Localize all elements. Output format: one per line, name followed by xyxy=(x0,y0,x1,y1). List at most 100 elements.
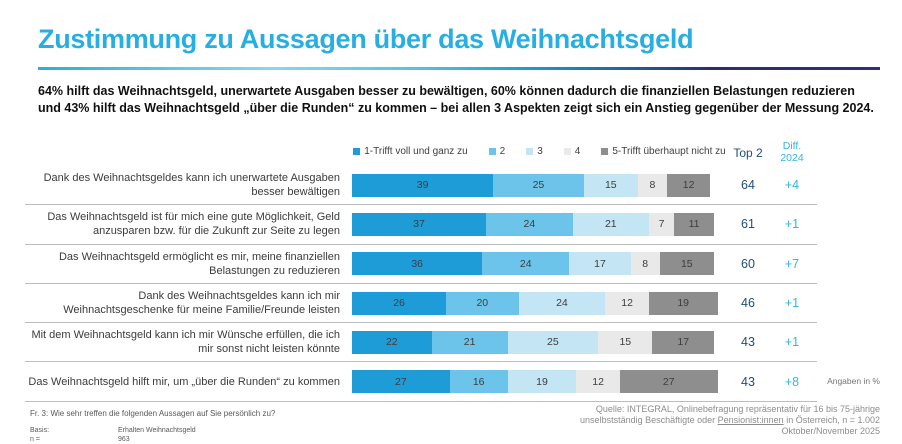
bar-segment: 19 xyxy=(648,291,718,315)
bar-segment: 8 xyxy=(630,252,660,276)
n-label: n = xyxy=(30,436,40,444)
bar-segment: 19 xyxy=(507,370,577,394)
table-row: Mit dem Weihnachtsgeld kann ich mir Wüns… xyxy=(25,323,817,363)
row-label: Dank des Weihnachtsgeldes kann ich mir W… xyxy=(63,289,340,317)
diff-value: +8 xyxy=(784,374,800,389)
top2-value: 61 xyxy=(741,217,755,232)
row-label: Das Weihnachtsgeld ist für mich eine gut… xyxy=(47,211,340,238)
diff-value: +1 xyxy=(784,217,800,232)
table-row: Das Weihnachtsgeld ermöglicht es mir, me… xyxy=(25,245,817,284)
bar-segment: 27 xyxy=(352,370,450,394)
legend-swatch xyxy=(353,148,361,155)
bar-segment: 25 xyxy=(493,173,584,197)
bar-segment: 36 xyxy=(352,252,483,276)
stacked-bar: 37 24 21 7 11 xyxy=(352,212,727,236)
top2-value: 64 xyxy=(741,178,755,193)
chart-header-row: 1-Trifft voll und ganz zu 2 3 4 5-Trifft übe… xyxy=(25,139,817,166)
bar-segment: 39 xyxy=(352,173,494,197)
legend-item: 4 xyxy=(563,146,581,157)
bar-cell: 39 25 15 8 12 xyxy=(352,173,727,197)
diff-header-line1: Diff. xyxy=(782,140,802,152)
stacked-bar: 26 20 24 12 19 xyxy=(352,291,727,315)
bar-segment: 17 xyxy=(569,252,631,276)
bar-segment: 24 xyxy=(482,252,570,276)
bar-segment: 15 xyxy=(598,330,653,354)
diff-column-header: Diff. 2024 xyxy=(769,139,815,164)
bar-segment: 17 xyxy=(652,330,714,354)
source-line2-suffix: in Österreich, n = 1.002 xyxy=(783,415,880,426)
source-line1: Quelle: INTEGRAL, Onlinebefragung repräs… xyxy=(595,404,880,414)
legend-swatch xyxy=(488,148,496,155)
table-row: Dank des Weihnachtsgeldes kann ich unerw… xyxy=(25,166,817,206)
basis-value: Erhalten Weihnachtsgeld xyxy=(118,427,196,434)
diff-value: +1 xyxy=(784,296,800,311)
bar-segment: 37 xyxy=(352,212,486,236)
bar-segment: 7 xyxy=(648,212,675,236)
chart-rows: Dank des Weihnachtsgeldes kann ich unerw… xyxy=(25,166,817,402)
stacked-bar: 39 25 15 8 12 xyxy=(352,173,727,197)
legend-item: 5-Trifft überhaupt nicht zu xyxy=(601,146,726,157)
diff-header-line2: 2024 xyxy=(780,151,804,164)
legend-item: 2 xyxy=(488,146,506,157)
bar-segment: 20 xyxy=(446,291,519,315)
stacked-bar: 27 16 19 12 27 xyxy=(352,370,727,394)
n-value: 963 xyxy=(118,436,130,444)
legend-label: 2 xyxy=(499,146,506,157)
source-line2: unselbstständig Beschäftigte oder Pensio… xyxy=(580,415,880,426)
subtitle: 64% hilft das Weihnachtsgeld, unerwartet… xyxy=(38,84,874,115)
legend-swatch xyxy=(563,148,571,155)
bar-segment: 8 xyxy=(637,173,667,197)
diff-value: +7 xyxy=(784,256,800,271)
bar-segment: 21 xyxy=(572,212,649,236)
source-block: Quelle: INTEGRAL, Onlinebefragung repräs… xyxy=(580,404,880,437)
table-row: Das Weihnachtsgeld hilft mir, um „über d… xyxy=(25,362,817,402)
basis-block: Basis: Erhalten Weihnachtsgeld n = 963 xyxy=(30,426,196,444)
row-label: Mit dem Weihnachtsgeld kann ich mir Wüns… xyxy=(31,329,340,356)
top2-value: 60 xyxy=(741,256,755,271)
bar-segment: 15 xyxy=(583,173,638,197)
row-label: Das Weihnachtsgeld ermöglicht es mir, me… xyxy=(58,250,340,277)
legend-swatch xyxy=(526,148,534,155)
legend-label: 3 xyxy=(537,146,543,157)
bar-segment: 12 xyxy=(576,370,620,394)
source-line2-prefix: unselbstständig Beschäftigte oder xyxy=(580,415,718,426)
diff-value: +4 xyxy=(784,178,800,193)
bar-segment: 27 xyxy=(619,370,718,394)
bar-segment: 12 xyxy=(605,291,649,315)
bar-segment: 26 xyxy=(352,291,447,315)
basis-label: Basis: xyxy=(30,427,50,434)
top2-value: 43 xyxy=(741,335,755,350)
top2-value: 46 xyxy=(741,296,755,311)
legend-label: 1-Trifft voll und ganz zu xyxy=(364,146,468,157)
bar-segment: 16 xyxy=(449,370,508,394)
bar-cell: 27 16 19 12 27 xyxy=(352,370,727,394)
question-footnote: Fr. 3: Wie sehr treffen die folgenden Au… xyxy=(30,409,276,418)
legend-label: 4 xyxy=(574,146,581,157)
title-underline xyxy=(38,67,880,70)
bar-cell: 36 24 17 8 15 xyxy=(352,252,727,276)
table-row: Das Weihnachtsgeld ist für mich eine gut… xyxy=(25,205,817,245)
source-line3: Oktober/November 2025 xyxy=(781,426,880,437)
top2-column-header: Top 2 xyxy=(733,146,763,160)
legend-item: 3 xyxy=(526,146,543,157)
legend-item: 1-Trifft voll und ganz zu xyxy=(353,146,468,157)
bar-cell: 22 21 25 15 17 xyxy=(352,330,727,354)
row-label: Dank des Weihnachtsgeldes kann ich unerw… xyxy=(43,172,340,199)
bar-segment: 25 xyxy=(507,330,599,354)
legend: 1-Trifft voll und ganz zu 2 3 4 5-Trifft übe… xyxy=(353,146,726,157)
legend-container: 1-Trifft voll und ganz zu 2 3 4 5-Trifft übe… xyxy=(352,139,727,157)
page-title: Zustimmung zu Aussagen über das Weihnach… xyxy=(38,24,694,54)
bar-segment: 21 xyxy=(431,330,508,354)
legend-label: 5-Trifft überhaupt nicht zu xyxy=(612,146,726,157)
pensionistinnen-link[interactable]: Pensionist:innen xyxy=(717,415,784,426)
legend-swatch xyxy=(601,148,609,155)
bar-segment: 15 xyxy=(659,252,714,276)
row-label: Das Weihnachtsgeld hilft mir, um „über d… xyxy=(28,375,340,388)
agreement-chart: 1-Trifft voll und ganz zu 2 3 4 5-Trifft übe… xyxy=(25,139,817,402)
bar-cell: 26 20 24 12 19 xyxy=(352,291,727,315)
table-row: Dank des Weihnachtsgeldes kann ich mir W… xyxy=(25,284,817,324)
stacked-bar: 36 24 17 8 15 xyxy=(352,252,727,276)
stacked-bar: 22 21 25 15 17 xyxy=(352,330,727,354)
bar-segment: 24 xyxy=(485,212,573,236)
